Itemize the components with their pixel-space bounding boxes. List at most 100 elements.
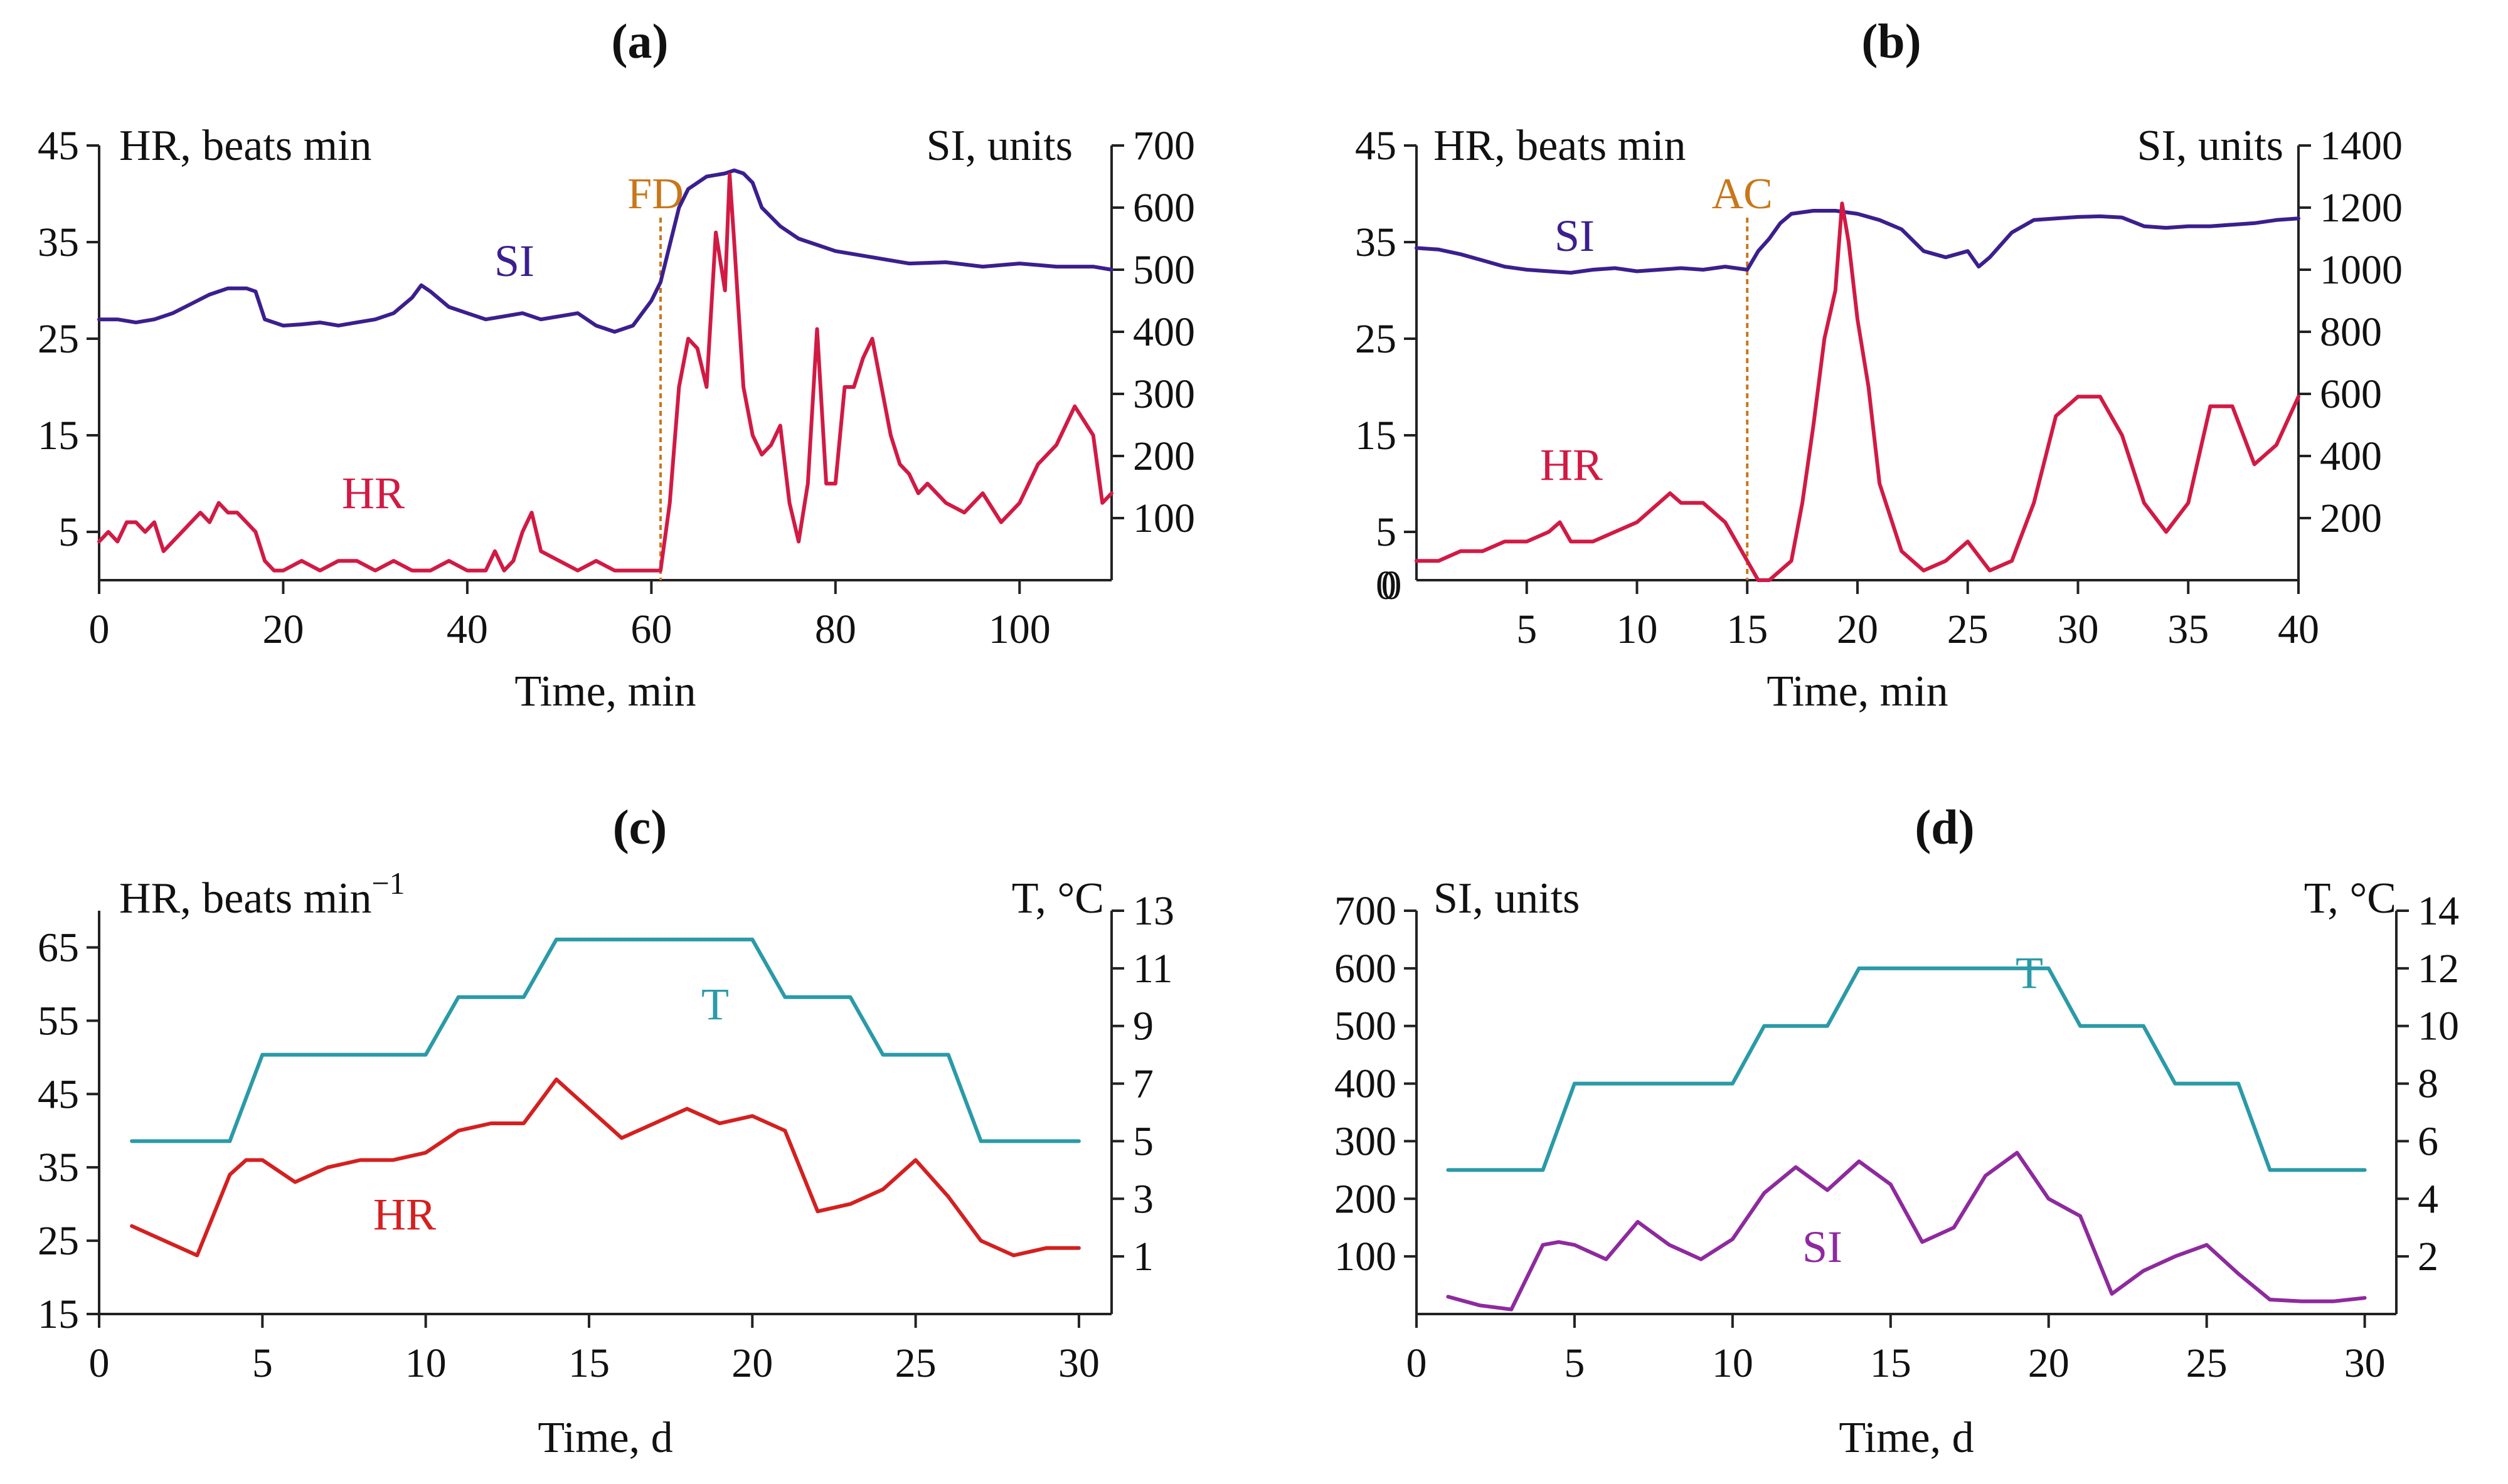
y-right-tick-label: 800 bbox=[2320, 309, 2382, 355]
y-left-tick-label: 400 bbox=[1334, 1061, 1396, 1107]
series-line-hr bbox=[97, 172, 1113, 573]
x-tick-label: 30 bbox=[1058, 1340, 1100, 1386]
y-right-tick-label: 10 bbox=[2418, 1004, 2459, 1049]
y-right-tick-label: 200 bbox=[2320, 496, 2382, 541]
y-right-axis-label: T, °C bbox=[1012, 874, 1104, 923]
x-tick-label: 25 bbox=[2186, 1340, 2228, 1386]
x-tick-label: 5 bbox=[1564, 1340, 1585, 1386]
y-right-tick-label: 12 bbox=[2418, 946, 2459, 992]
y-left-tick-label: 45 bbox=[38, 1071, 79, 1117]
y-right-tick-label: 400 bbox=[2320, 433, 2382, 479]
y-left-tick-label: 15 bbox=[1355, 413, 1396, 458]
y-right-axis-label: SI, units bbox=[2137, 122, 2283, 170]
y-right-tick-label: 9 bbox=[1133, 1004, 1154, 1049]
series-label-si: SI bbox=[1802, 1222, 1842, 1272]
chart-title: (b) bbox=[1861, 14, 1921, 68]
y-right-tick-label: 100 bbox=[1133, 496, 1195, 541]
x-tick-label: 15 bbox=[1726, 607, 1768, 652]
y-right-tick-label: 3 bbox=[1133, 1176, 1154, 1222]
y-right-tick-label: 14 bbox=[2418, 888, 2459, 934]
series-label-hr: HR bbox=[1540, 440, 1603, 490]
y-left-tick-label: 25 bbox=[38, 1218, 79, 1264]
chart-panel-b: (b) 0 5 10 15 20 25 30 35 40 5 15 25 35 45 0 200 400 600 80… bbox=[1355, 14, 2403, 716]
x-tick-label: 5 bbox=[1516, 607, 1537, 652]
y-left-tick-label: 35 bbox=[38, 1145, 79, 1190]
x-tick-label: 20 bbox=[2028, 1340, 2070, 1386]
y-right-tick-label: 400 bbox=[1133, 309, 1195, 355]
y-right-tick-label: 5 bbox=[1133, 1118, 1154, 1164]
x-tick-label: 40 bbox=[447, 607, 488, 652]
y-right-tick-label: 1 bbox=[1133, 1234, 1154, 1280]
series-label-si: SI bbox=[1554, 211, 1595, 261]
y-left-tick-label: 5 bbox=[1376, 509, 1396, 555]
x-tick-label: 20 bbox=[262, 607, 304, 652]
x-tick-label: 80 bbox=[815, 607, 856, 652]
x-axis-label: Time, d bbox=[538, 1414, 672, 1462]
y-left-tick-label: 15 bbox=[38, 1291, 79, 1337]
x-tick-label: 10 bbox=[1617, 607, 1658, 652]
chart-title: (d) bbox=[1915, 800, 1974, 854]
series-line-hr bbox=[130, 1077, 1081, 1258]
y-left-tick-label: 700 bbox=[1334, 888, 1396, 934]
series-line-si bbox=[1415, 209, 2300, 275]
y-right-tick-label: 4 bbox=[2418, 1176, 2438, 1222]
y-right-tick-label: 11 bbox=[1133, 946, 1173, 992]
y-right-tick-label: 600 bbox=[1133, 185, 1195, 231]
y-left-tick-label: 0 bbox=[1376, 563, 1396, 608]
x-tick-label: 10 bbox=[1712, 1340, 1753, 1386]
y-right-tick-label: 600 bbox=[2320, 371, 2382, 417]
x-tick-label: 5 bbox=[252, 1340, 273, 1386]
y-right-tick-label: 1200 bbox=[2320, 185, 2403, 231]
y-left-tick-label: 65 bbox=[38, 925, 79, 970]
y-left-tick-label: 300 bbox=[1334, 1118, 1396, 1164]
y-right-tick-label: 1400 bbox=[2320, 123, 2403, 169]
series-line-si bbox=[97, 168, 1113, 334]
y-left-tick-label: 45 bbox=[1355, 123, 1396, 169]
y-right-tick-label: 700 bbox=[1133, 123, 1195, 169]
chart-title: (c) bbox=[613, 800, 667, 854]
y-left-tick-label: 200 bbox=[1334, 1176, 1396, 1222]
y-right-axis-label: SI, units bbox=[927, 122, 1073, 170]
x-tick-label: 0 bbox=[89, 1340, 110, 1386]
y-right-tick-label: 500 bbox=[1133, 247, 1195, 293]
y-left-axis-label: SI, units bbox=[1433, 874, 1580, 923]
y-left-tick-label: 100 bbox=[1334, 1234, 1396, 1280]
y-left-tick-label: 25 bbox=[1355, 316, 1396, 362]
series-line-hr bbox=[1415, 201, 2300, 582]
chart-title: (a) bbox=[612, 14, 669, 68]
y-right-tick-label: 300 bbox=[1133, 371, 1195, 417]
y-left-tick-label: 25 bbox=[38, 316, 79, 362]
x-tick-label: 25 bbox=[895, 1340, 937, 1386]
y-left-tick-label: 45 bbox=[38, 123, 79, 169]
series-label-hr: HR bbox=[342, 468, 405, 518]
y-left-tick-label: 35 bbox=[1355, 220, 1396, 265]
x-tick-label: 0 bbox=[1406, 1340, 1427, 1386]
annotation-label: AC bbox=[1712, 170, 1773, 218]
y-left-tick-label: 55 bbox=[38, 998, 79, 1044]
y-left-tick-label: 500 bbox=[1334, 1004, 1396, 1049]
y-right-tick-label: 1000 bbox=[2320, 247, 2403, 293]
series-label-t: T bbox=[2016, 948, 2043, 998]
series-line-si bbox=[1446, 1150, 2367, 1312]
y-right-tick-label: 6 bbox=[2418, 1118, 2438, 1164]
x-tick-label: 15 bbox=[568, 1340, 610, 1386]
x-tick-label: 20 bbox=[731, 1340, 773, 1386]
y-left-axis-label: HR, beats min bbox=[1433, 122, 1686, 170]
chart-panel-c: (c)0 5 10 15 20 25 30152535455565135791113Time… bbox=[38, 800, 1174, 1462]
y-right-tick-label: 7 bbox=[1133, 1061, 1154, 1107]
y-left-tick-label: 5 bbox=[58, 509, 79, 555]
x-axis-label: Time, min bbox=[514, 667, 696, 716]
chart-panel-d: (d) 0 5 10 15 20 25 30 100 200 300 400 500 600 700 2 4 6 8… bbox=[1334, 800, 2459, 1462]
y-left-axis-label: HR, beats min bbox=[119, 122, 371, 170]
y-right-tick-label: 2 bbox=[2418, 1234, 2438, 1280]
series-line-t bbox=[1446, 966, 2367, 1172]
x-tick-label: 40 bbox=[2278, 607, 2319, 652]
x-tick-label: 30 bbox=[2344, 1340, 2386, 1386]
y-right-axis-label: T, °C bbox=[2304, 874, 2396, 923]
x-tick-label: 25 bbox=[1947, 607, 1989, 652]
y-right-tick-label: 8 bbox=[2418, 1061, 2438, 1107]
x-tick-label: 0 bbox=[1381, 563, 1402, 608]
x-tick-label: 20 bbox=[1837, 607, 1878, 652]
x-axis-label: Time, min bbox=[1767, 667, 1948, 716]
series-line-t bbox=[130, 937, 1081, 1143]
